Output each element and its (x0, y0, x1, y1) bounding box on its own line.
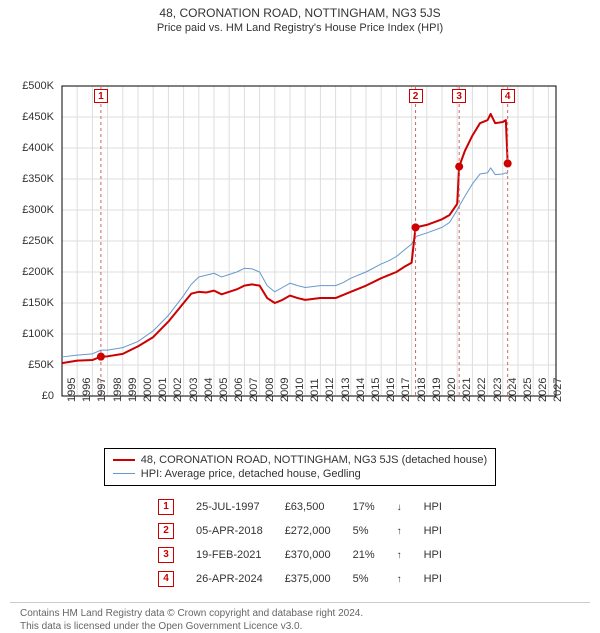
x-tick-label: 2027 (552, 377, 564, 401)
sale-price: £375,000 (275, 568, 341, 590)
y-tick-label: £300K (0, 204, 54, 216)
footer-line-2: This data is licensed under the Open Gov… (20, 620, 580, 633)
y-tick-label: £50K (0, 359, 54, 371)
sale-arrow: ↑ (387, 568, 412, 590)
x-tick-label: 2000 (142, 377, 154, 401)
sale-rel: HPI (414, 520, 452, 542)
sale-pct: 5% (343, 568, 385, 590)
legend-row-hpi: HPI: Average price, detached house, Gedl… (113, 467, 487, 481)
x-tick-label: 2003 (188, 377, 200, 401)
sales-table: 125-JUL-1997£63,50017%↓HPI205-APR-2018£2… (146, 494, 454, 592)
x-tick-label: 2014 (355, 377, 367, 401)
sale-num-cell: 1 (148, 496, 184, 518)
sale-marker-4: 4 (501, 89, 515, 103)
x-tick-label: 2006 (233, 377, 245, 401)
x-tick-label: 2020 (446, 377, 458, 401)
x-tick-label: 2022 (476, 377, 488, 401)
x-tick-label: 2009 (279, 377, 291, 401)
table-row: 4 26-APR-2024£375,0005%↑HPI (148, 568, 452, 590)
x-tick-label: 2005 (218, 377, 230, 401)
x-tick-label: 2023 (492, 377, 504, 401)
sale-date: 19-FEB-2021 (186, 544, 273, 566)
sale-pct: 5% (343, 520, 385, 542)
sale-num-cell: 3 (148, 544, 184, 566)
y-tick-label: £400K (0, 142, 54, 154)
y-tick-label: £350K (0, 173, 54, 185)
x-tick-label: 2017 (400, 377, 412, 401)
y-tick-label: £500K (0, 80, 54, 92)
sale-arrow: ↑ (387, 520, 412, 542)
sale-marker-3: 3 (452, 89, 466, 103)
y-tick-label: £150K (0, 297, 54, 309)
legend-label-price: 48, CORONATION ROAD, NOTTINGHAM, NG3 5JS… (141, 454, 487, 466)
page-subtitle: Price paid vs. HM Land Registry's House … (157, 22, 443, 35)
legend: 48, CORONATION ROAD, NOTTINGHAM, NG3 5JS… (104, 448, 496, 486)
x-tick-label: 2015 (370, 377, 382, 401)
x-tick-label: 1999 (127, 377, 139, 401)
x-tick-label: 2004 (203, 377, 215, 401)
sale-date: 05-APR-2018 (186, 520, 273, 542)
x-tick-label: 2025 (522, 377, 534, 401)
page-title: 48, CORONATION ROAD, NOTTINGHAM, NG3 5JS (159, 6, 440, 20)
x-tick-label: 2024 (507, 377, 519, 401)
sale-arrow: ↑ (387, 544, 412, 566)
sale-price: £370,000 (275, 544, 341, 566)
legend-label-hpi: HPI: Average price, detached house, Gedl… (141, 468, 361, 480)
x-tick-label: 2002 (172, 377, 184, 401)
y-tick-label: £0 (0, 390, 54, 402)
x-tick-label: 2021 (461, 377, 473, 401)
sale-num-box: 3 (158, 547, 174, 563)
table-row: 2 05-APR-2018£272,0005%↑HPI (148, 520, 452, 542)
footer: Contains HM Land Registry data © Crown c… (10, 602, 590, 633)
x-tick-label: 2016 (385, 377, 397, 401)
legend-swatch-hpi (113, 473, 135, 474)
y-tick-label: £450K (0, 111, 54, 123)
sale-arrow: ↓ (387, 496, 412, 518)
x-tick-label: 2013 (340, 377, 352, 401)
sale-date: 26-APR-2024 (186, 568, 273, 590)
x-tick-label: 2010 (294, 377, 306, 401)
sale-num-cell: 4 (148, 568, 184, 590)
page: 48, CORONATION ROAD, NOTTINGHAM, NG3 5JS… (0, 0, 600, 620)
x-tick-label: 2008 (264, 377, 276, 401)
x-tick-label: 2026 (537, 377, 549, 401)
x-tick-label: 2012 (324, 377, 336, 401)
sale-date: 25-JUL-1997 (186, 496, 273, 518)
sale-rel: HPI (414, 544, 452, 566)
x-tick-label: 2011 (309, 378, 321, 402)
legend-swatch-price (113, 459, 135, 461)
x-tick-label: 1997 (96, 377, 108, 401)
sale-pct: 17% (343, 496, 385, 518)
sale-marker-1: 1 (94, 89, 108, 103)
sale-price: £272,000 (275, 520, 341, 542)
sale-num-box: 1 (158, 499, 174, 515)
sale-num-box: 4 (158, 571, 174, 587)
x-tick-label: 2019 (431, 377, 443, 401)
y-tick-label: £100K (0, 328, 54, 340)
sale-rel: HPI (414, 496, 452, 518)
legend-row-price: 48, CORONATION ROAD, NOTTINGHAM, NG3 5JS… (113, 453, 487, 467)
chart: £0 £50K £100K £150K £200K £250K £300K £350K £400… (0, 36, 600, 440)
sale-rel: HPI (414, 568, 452, 590)
sale-pct: 21% (343, 544, 385, 566)
x-tick-label: 2018 (416, 377, 428, 401)
x-tick-label: 1995 (66, 377, 78, 401)
table-row: 1 25-JUL-1997£63,50017%↓HPI (148, 496, 452, 518)
x-tick-label: 1996 (81, 377, 93, 401)
y-tick-label: £200K (0, 266, 54, 278)
sale-num-cell: 2 (148, 520, 184, 542)
x-tick-label: 2001 (157, 377, 169, 401)
sale-num-box: 2 (158, 523, 174, 539)
table-row: 3 19-FEB-2021£370,00021%↑HPI (148, 544, 452, 566)
x-tick-label: 2007 (248, 377, 260, 401)
footer-line-1: Contains HM Land Registry data © Crown c… (20, 607, 580, 620)
y-tick-label: £250K (0, 235, 54, 247)
sale-price: £63,500 (275, 496, 341, 518)
sale-marker-2: 2 (409, 89, 423, 103)
x-tick-label: 1998 (112, 377, 124, 401)
